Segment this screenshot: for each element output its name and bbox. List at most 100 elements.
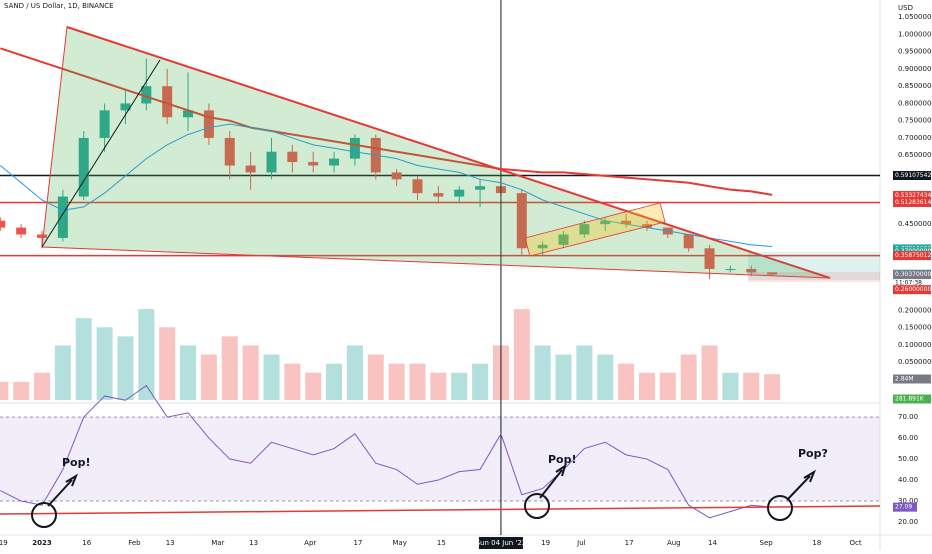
volume-bar xyxy=(263,354,280,400)
price-label-bg xyxy=(893,190,931,200)
x-tick-label: 17 xyxy=(353,539,362,547)
candle-body xyxy=(433,193,444,197)
volume-bar xyxy=(638,372,655,400)
volume-bar xyxy=(701,345,718,400)
candle-body xyxy=(141,86,152,104)
candle-body xyxy=(308,162,319,166)
candle-body xyxy=(641,224,652,228)
annotation: Pop! xyxy=(62,456,91,469)
candle-body xyxy=(621,220,632,225)
volume-bar xyxy=(138,309,155,400)
candle-body xyxy=(329,158,340,166)
x-tick-label: 17 xyxy=(625,539,634,547)
candle-body xyxy=(0,220,6,228)
candle-body xyxy=(224,137,235,166)
x-tick-label: 13 xyxy=(166,539,175,547)
y-tick-label: 0.10000000 xyxy=(898,341,932,349)
candle-body xyxy=(475,186,486,190)
volume-bar xyxy=(305,372,322,400)
x-tick-label: 14 xyxy=(708,539,717,547)
candle-body xyxy=(78,137,89,197)
x-tick-label: 19 xyxy=(0,539,8,547)
stop-zone xyxy=(748,272,880,282)
candle-body xyxy=(349,137,360,159)
volume-label: 2.84M xyxy=(895,376,914,383)
volume-bar xyxy=(555,354,572,400)
volume-bar xyxy=(409,363,426,400)
volume-bar xyxy=(722,372,739,400)
y-tick-label: 0.05000000 xyxy=(898,358,932,366)
volume-bar xyxy=(13,381,30,400)
channel xyxy=(524,202,666,257)
rsi-pane xyxy=(0,416,880,502)
candle-body xyxy=(287,151,298,163)
candle-body xyxy=(746,268,757,273)
volume-bar xyxy=(764,374,781,400)
x-tick-label: Jul xyxy=(576,539,586,547)
volume-bar xyxy=(367,354,384,400)
y-tick-label: 0.90000000 xyxy=(898,65,932,73)
y-tick-label: 30.00 xyxy=(898,497,918,505)
price-label: 0.59107542 xyxy=(895,172,931,179)
currency: USD xyxy=(898,4,913,12)
candle-body xyxy=(412,179,423,194)
candle-body xyxy=(391,172,402,180)
y-tick-label: 20.00 xyxy=(898,518,918,526)
candle-body xyxy=(16,227,27,235)
volume-label-bg xyxy=(893,374,931,384)
volume-bar xyxy=(513,309,530,400)
volume-bar xyxy=(54,345,71,400)
y-tick-label: 40.00 xyxy=(898,476,918,484)
x-tick-label: 13 xyxy=(249,539,258,547)
levels xyxy=(0,174,880,257)
volume-bar xyxy=(451,372,468,400)
annotation: Pop? xyxy=(798,447,828,460)
y-tick-label: 1.05000000 xyxy=(898,13,932,21)
volume-bar xyxy=(284,363,301,400)
x-tick-label: Sun 04 Jun '23 xyxy=(476,539,527,547)
x-tick-label: 19 xyxy=(541,539,550,547)
y-tick-label: 0.95000000 xyxy=(898,48,932,56)
x-tick-label: 2023 xyxy=(32,539,52,547)
candle-body xyxy=(183,110,194,118)
trend-line xyxy=(41,59,161,248)
rsi-band xyxy=(0,417,880,502)
x-tick-label: 15 xyxy=(437,539,446,547)
falling-wedge xyxy=(41,26,831,279)
y-tick-label: 70.00 xyxy=(898,413,918,421)
trend-line xyxy=(66,26,831,279)
volume-bar xyxy=(576,345,593,400)
moving-average xyxy=(0,47,773,196)
y-tick-label: 0.45000000 xyxy=(898,220,932,228)
volume-bar xyxy=(159,327,176,400)
circle-marker xyxy=(767,495,793,521)
rsi-label: 27.09 xyxy=(895,504,912,511)
candle-body xyxy=(454,189,465,197)
volume-bar xyxy=(618,363,635,400)
rsi-drawings: Pop! Pop! Pop? xyxy=(0,447,881,528)
candle-body xyxy=(600,220,611,225)
volume-label-bg xyxy=(893,394,931,404)
price-label: 0.26000000 xyxy=(895,286,931,293)
candle-body xyxy=(579,224,590,235)
volume-bar xyxy=(242,345,259,400)
circle-marker xyxy=(524,493,550,519)
candle-body xyxy=(37,234,48,238)
rsi-label-bg xyxy=(893,502,917,512)
y-tick-label: 0.80000000 xyxy=(898,99,932,107)
price-label: 0.30370000 xyxy=(895,271,931,278)
candle-body xyxy=(99,110,110,138)
candle-body xyxy=(704,248,715,269)
price-label-bg xyxy=(893,285,931,295)
symbol-title: SAND / US Dollar, 1D, BINANCE xyxy=(4,2,114,10)
volume-bar xyxy=(597,354,614,400)
candle-body xyxy=(120,103,131,111)
volume-bar xyxy=(96,327,113,400)
x-tick-label: Sep xyxy=(760,539,774,547)
y-tick-label: 0.75000000 xyxy=(898,117,932,125)
candle-body xyxy=(245,165,256,173)
volume-bar xyxy=(117,336,134,400)
price-label: 0.53327434 xyxy=(895,192,931,199)
x-tick-label: Aug xyxy=(667,539,681,547)
